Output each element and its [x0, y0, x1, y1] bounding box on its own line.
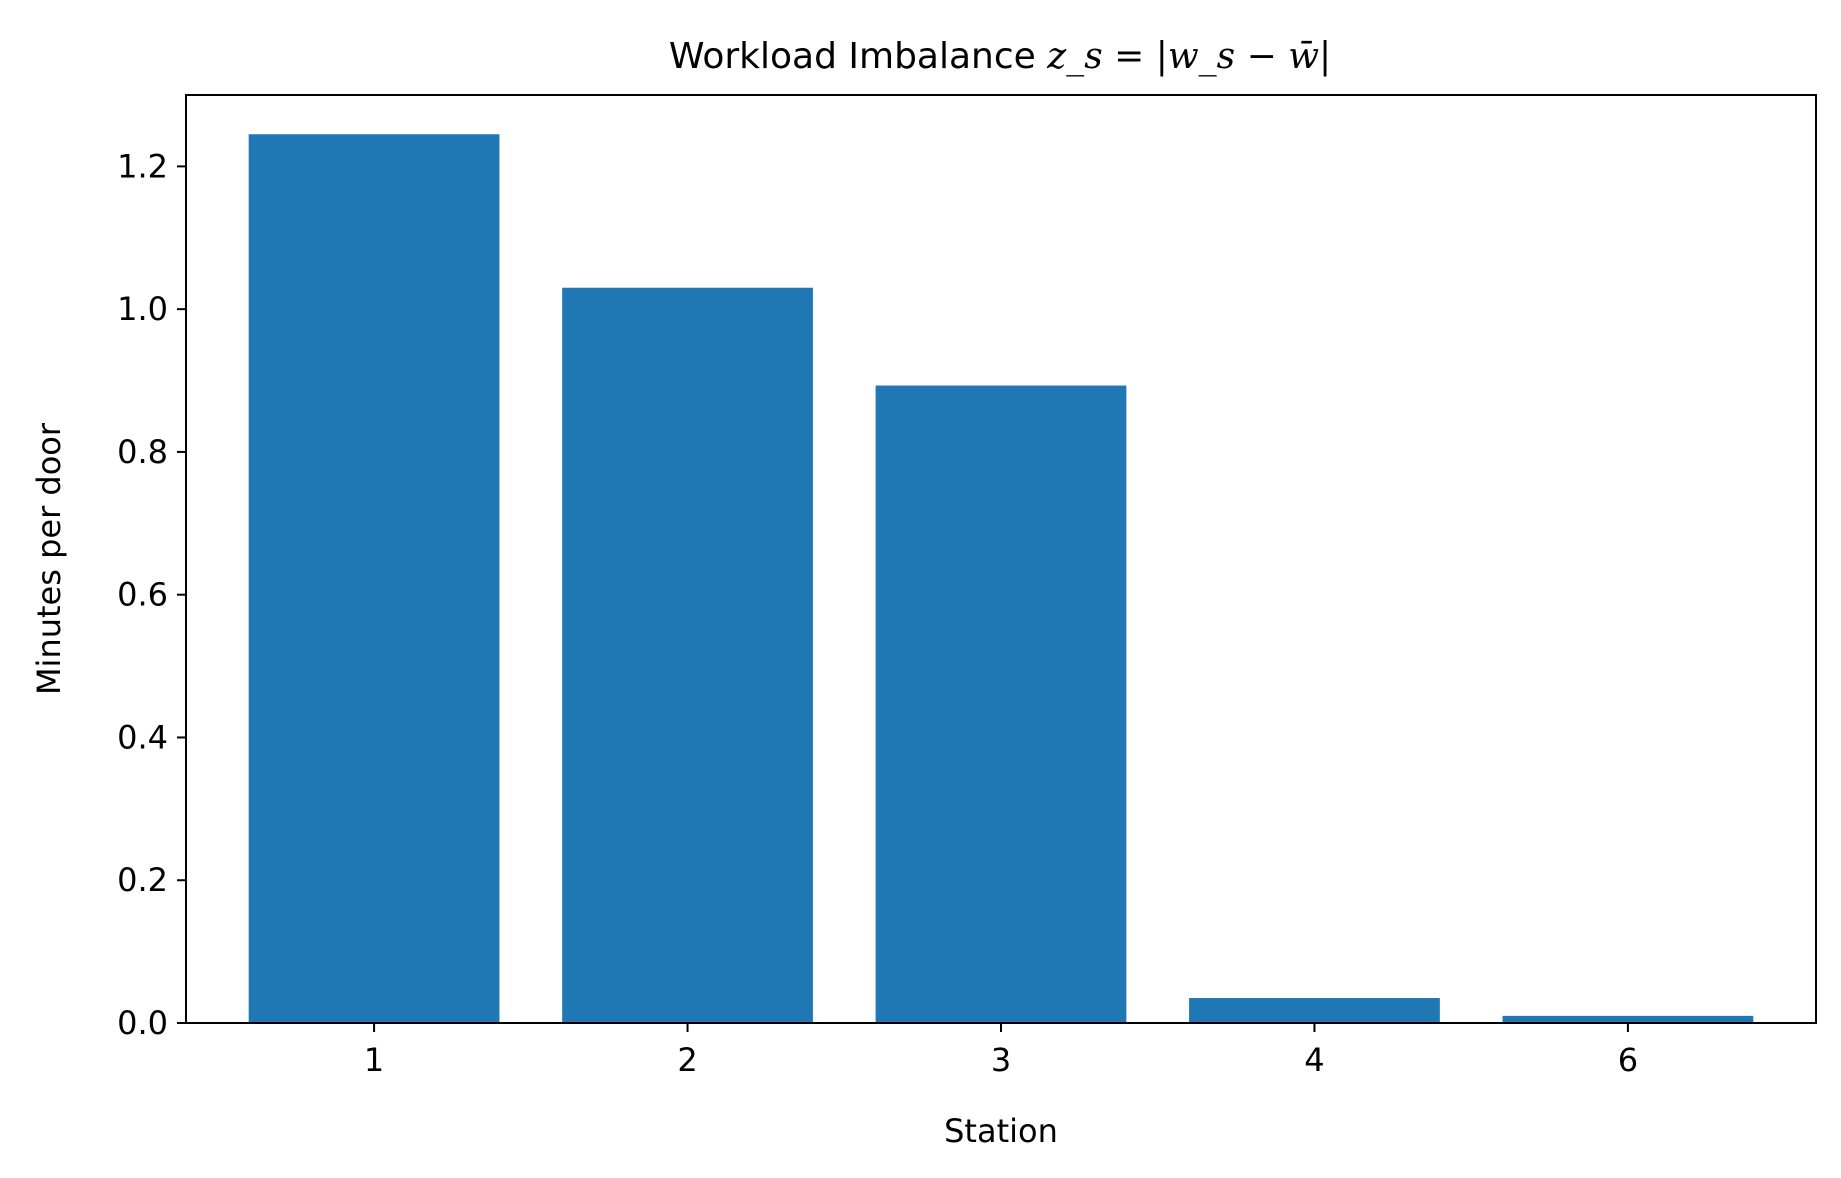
- y-tick-label-1.0: 1.0: [117, 290, 168, 328]
- x-tick-label-4: 4: [1304, 1041, 1324, 1079]
- x-tick-label-2: 2: [677, 1041, 697, 1079]
- x-tick-label-3: 3: [991, 1041, 1011, 1079]
- bar-station-6: [1502, 1015, 1754, 1023]
- y-axis: 0.0 0.2 0.4 0.6 0.8 1.0 1.2: [117, 147, 186, 1042]
- bar-station-3: [875, 385, 1127, 1023]
- x-tick-label-1: 1: [364, 1041, 384, 1079]
- x-axis-label: Station: [944, 1112, 1058, 1150]
- bar-station-4: [1189, 998, 1440, 1023]
- chart-title-text: Workload Imbalance: [669, 36, 1047, 77]
- bars: [248, 134, 1754, 1023]
- bar-station-1: [248, 134, 500, 1023]
- y-tick-label-0.0: 0.0: [117, 1004, 168, 1042]
- y-tick-label-0.8: 0.8: [117, 433, 168, 471]
- chart-title: Workload Imbalance z_s = |w_s − w̄|: [669, 36, 1331, 77]
- y-axis-label: Minutes per door: [30, 422, 68, 695]
- y-tick-label-0.2: 0.2: [117, 861, 168, 899]
- bar-station-2: [562, 287, 813, 1023]
- x-tick-label-6: 6: [1618, 1041, 1638, 1079]
- x-axis: 1 2 3 4 6: [364, 1023, 1638, 1079]
- y-tick-label-0.4: 0.4: [117, 718, 168, 756]
- y-tick-label-0.6: 0.6: [117, 576, 168, 614]
- y-tick-label-1.2: 1.2: [117, 147, 168, 185]
- chart-title-formula: z_s = |w_s − w̄|: [1046, 36, 1331, 77]
